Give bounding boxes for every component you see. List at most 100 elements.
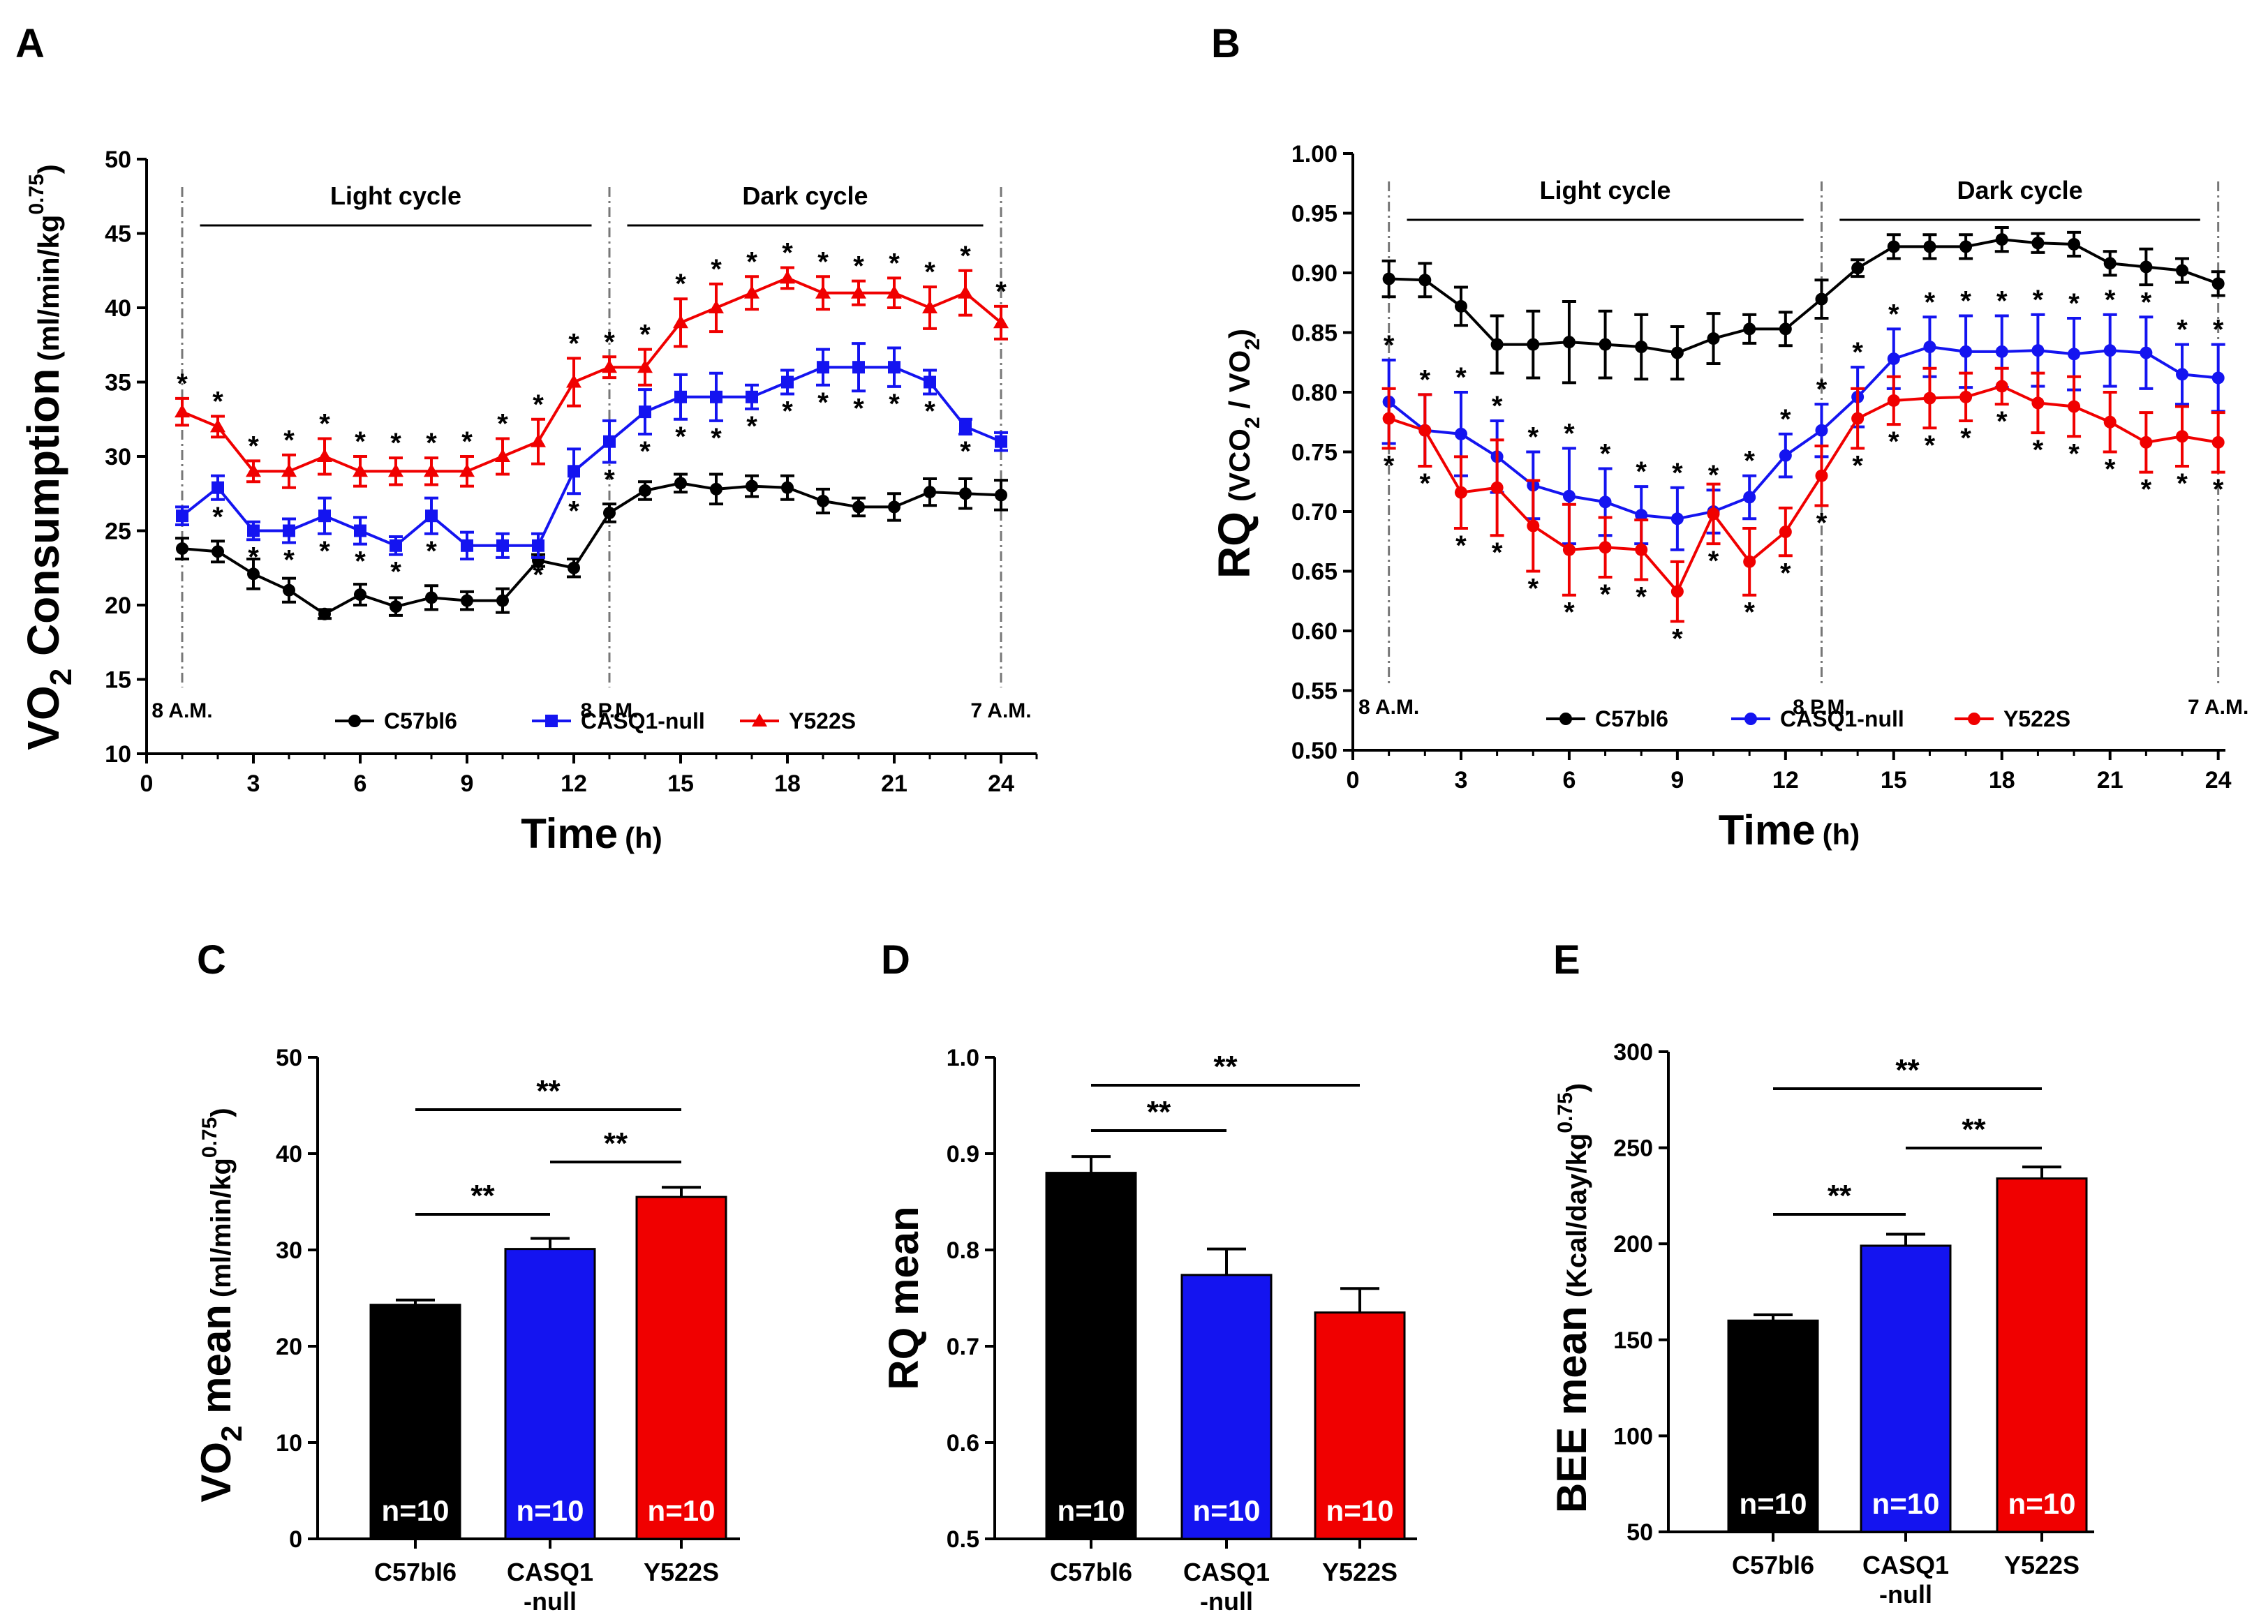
data-point xyxy=(1743,555,1756,568)
legend-marker xyxy=(1744,713,1757,725)
significance-star: * xyxy=(2033,435,2044,465)
significance-label: ** xyxy=(1147,1095,1171,1129)
data-point xyxy=(959,487,972,500)
significance-star: * xyxy=(1816,374,1828,405)
significance-star: * xyxy=(1996,286,2008,317)
data-point xyxy=(1599,496,1612,509)
significance-label: ** xyxy=(536,1074,561,1108)
data-point xyxy=(852,500,865,514)
x-axis-title-unit: (h) xyxy=(625,821,662,854)
y-tick-label: 1.00 xyxy=(1291,141,1337,167)
significance-star: * xyxy=(1925,287,1936,318)
y-tick-label: 300 xyxy=(1613,1039,1653,1066)
significance-star: * xyxy=(1527,574,1539,604)
y-tick-label: 150 xyxy=(1613,1327,1653,1354)
y-title-unit-sup: 0.75 xyxy=(25,174,48,214)
data-point xyxy=(2068,237,2081,251)
significance-star: * xyxy=(461,426,473,457)
significance-star: * xyxy=(2033,285,2044,315)
y-tick-label: 1.0 xyxy=(947,1045,979,1071)
panel-letter-c: C xyxy=(197,937,226,983)
n-label: n=10 xyxy=(382,1494,450,1527)
data-point xyxy=(425,591,438,604)
significance-star: * xyxy=(639,436,651,467)
y-tick-label: 10 xyxy=(105,741,131,768)
category-label: C57bl6 xyxy=(1732,1551,1814,1579)
significance-star: * xyxy=(817,246,829,277)
significance-star: * xyxy=(1600,438,1611,469)
data-point xyxy=(1959,240,1973,253)
y-tick-label: 0.65 xyxy=(1291,559,1337,586)
data-point xyxy=(247,524,260,537)
data-point xyxy=(603,435,616,448)
significance-label: ** xyxy=(470,1179,495,1213)
y-title-unit: (Kcal/day/kg xyxy=(1562,1133,1592,1298)
legend-marker xyxy=(348,715,361,727)
significance-star: * xyxy=(2177,315,2188,345)
x-axis-title-main: Time xyxy=(521,810,618,857)
category-label: Y522S xyxy=(644,1558,719,1586)
significance-star: * xyxy=(746,411,757,442)
cycle-label: Dark cycle xyxy=(1957,176,2083,204)
y-tick-label: 0.50 xyxy=(1291,738,1337,764)
data-point xyxy=(2103,415,2117,429)
y-tick-label: 30 xyxy=(105,444,131,470)
data-point xyxy=(709,300,724,313)
y-tick-label: 0.85 xyxy=(1291,320,1337,347)
significance-star: * xyxy=(1744,446,1755,477)
data-point xyxy=(2068,348,2081,361)
bar xyxy=(1045,1172,1137,1540)
significance-star: * xyxy=(248,431,259,461)
legend: C57bl6 CASQ1-null Y522S xyxy=(1546,706,2070,731)
data-point xyxy=(2140,435,2153,449)
data-point xyxy=(781,481,794,494)
x-tick-label: 0 xyxy=(140,770,154,797)
x-tick-label: 18 xyxy=(1989,767,2015,794)
time-marker-label: 8 A.M. xyxy=(1358,696,1419,719)
data-point xyxy=(318,509,331,523)
data-point xyxy=(2211,371,2225,385)
significance-star: * xyxy=(711,423,722,454)
significance-star: * xyxy=(1888,426,1899,457)
data-point xyxy=(852,361,865,374)
panel-letter-b: B xyxy=(1211,21,1240,66)
significance-star: * xyxy=(1996,406,2008,437)
data-point xyxy=(1670,512,1684,526)
x-tick-label: 3 xyxy=(247,770,260,797)
significance-star: * xyxy=(746,246,757,277)
y-tick-label: 250 xyxy=(1613,1135,1653,1162)
x-tick-label: 12 xyxy=(1772,767,1799,794)
data-point xyxy=(283,583,295,597)
significance-star: * xyxy=(1780,558,1791,588)
data-point xyxy=(210,419,225,433)
data-point xyxy=(1707,332,1720,345)
significance-star: * xyxy=(1744,597,1755,628)
significance-star: * xyxy=(604,465,615,496)
data-point xyxy=(995,435,1007,448)
significance-star: * xyxy=(248,542,259,572)
data-point xyxy=(1995,233,2008,246)
data-point xyxy=(780,270,795,284)
data-point xyxy=(566,374,581,388)
y-title-main: VO xyxy=(193,1442,239,1503)
series-line xyxy=(1388,238,2219,355)
significance-star: * xyxy=(782,396,793,427)
significance-star: * xyxy=(675,422,686,452)
data-point xyxy=(2031,344,2045,357)
n-label: n=10 xyxy=(1058,1494,1125,1527)
data-point xyxy=(602,359,617,373)
y-tick-label: 15 xyxy=(105,667,131,694)
series-y522s: * * * * * * * * * * * * * * * * * * * * * * * * xyxy=(175,237,1009,489)
category-label: CASQ1 xyxy=(1183,1558,1270,1586)
data-point xyxy=(246,463,261,477)
y-tick-label: 0.5 xyxy=(947,1526,979,1553)
data-point xyxy=(959,420,972,433)
significance-star: * xyxy=(1925,430,1936,461)
y-title-sub: 2 xyxy=(215,1426,248,1442)
significance-star: * xyxy=(1852,337,1863,368)
significance-star: * xyxy=(533,560,544,590)
significance-star: * xyxy=(1455,362,1467,393)
significance-star: * xyxy=(1527,422,1539,453)
data-point xyxy=(1382,412,1395,425)
bar xyxy=(635,1195,727,1540)
